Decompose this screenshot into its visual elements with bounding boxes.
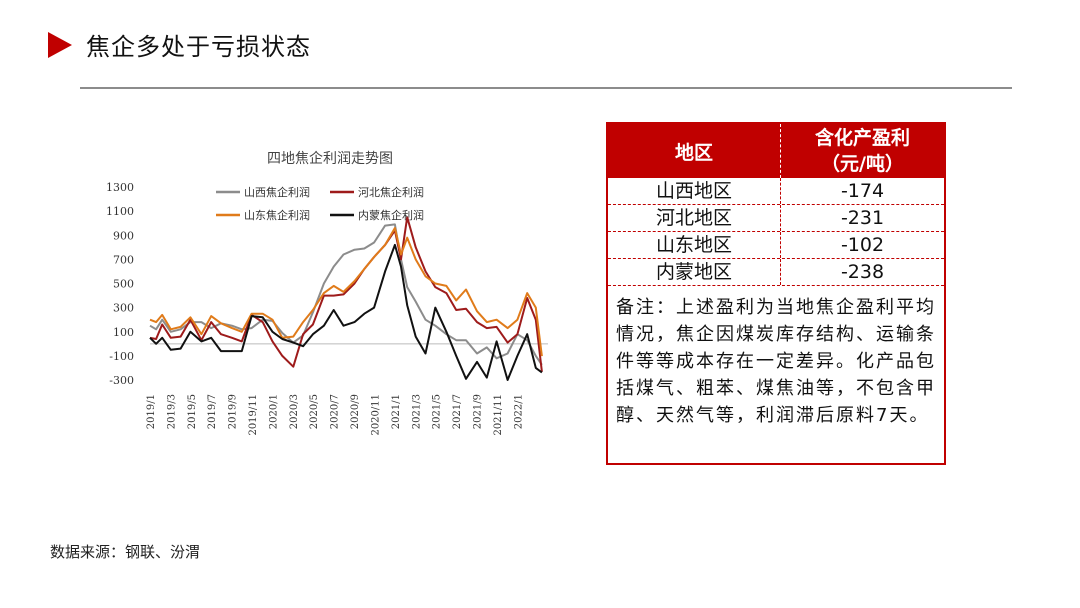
y-tick-label: -300: [109, 374, 134, 387]
row-value: -231: [840, 207, 885, 229]
row-region: 山西地区: [608, 178, 781, 204]
header-region: 地区: [608, 124, 781, 178]
x-tick-label: 2020/3: [289, 394, 300, 429]
table-row: 山西地区 -174: [608, 178, 944, 205]
x-tick-label: 2019/9: [228, 394, 239, 429]
y-tick-label: 1300: [106, 181, 134, 194]
chart-svg: 四地焦企利润走势图 1300 1100 900 700 500 300 100 -100 -30…: [106, 150, 548, 436]
title-divider: [80, 87, 1012, 89]
x-tick-label: 2020/9: [350, 394, 361, 429]
legend-label: 内蒙焦企利润: [358, 208, 424, 222]
x-tick-label: 2019/5: [187, 394, 198, 429]
page-title: 焦企多处于亏损状态: [86, 33, 311, 61]
x-tick-label: 2021/3: [411, 394, 422, 429]
y-tick-label: 700: [113, 253, 134, 266]
x-tick-label: 2021/11: [493, 394, 504, 436]
title-arrow-icon: [48, 32, 72, 58]
table-note: 备注：上述盈利为当地焦企盈利平均情况，焦企因煤炭库存结构、运输条件等等成本存在一…: [616, 297, 936, 426]
x-tick-label: 2020/5: [309, 394, 320, 429]
row-value: -174: [840, 180, 885, 202]
x-tick-label: 2021/7: [452, 394, 463, 429]
x-tick-label: 2019/11: [248, 394, 259, 436]
y-tick-label: -100: [109, 350, 134, 363]
legend-label: 山西焦企利润: [244, 185, 310, 199]
table-row: 河北地区 -231: [608, 205, 944, 232]
x-tick-label: 2019/1: [146, 394, 157, 429]
profit-table: 地区 含化产盈利 （元/吨） 山西地区 -174 河北地区 -231 山东地区 …: [606, 122, 946, 465]
table-row: 内蒙地区 -238: [608, 259, 944, 286]
x-tick-label: 2019/7: [207, 394, 218, 429]
x-tick-label: 2021/1: [391, 394, 402, 429]
table-header: 地区 含化产盈利 （元/吨）: [608, 124, 944, 178]
row-region: 河北地区: [608, 205, 781, 231]
y-tick-label: 500: [113, 278, 134, 291]
profit-line-chart: 四地焦企利润走势图 1300 1100 900 700 500 300 100 -100 -30…: [100, 135, 560, 455]
x-tick-label: 2019/3: [166, 394, 177, 429]
series-line: [149, 227, 543, 357]
x-tick-label: 2022/1: [513, 394, 524, 429]
header-profit-line2: （元/吨）: [821, 153, 904, 175]
legend-label: 河北焦企利润: [358, 185, 424, 199]
x-tick-label: 2021/9: [473, 394, 484, 429]
table-row: 山东地区 -102: [608, 232, 944, 259]
x-tick-label: 2020/11: [370, 394, 381, 436]
legend-label: 山东焦企利润: [244, 208, 310, 222]
chart-title: 四地焦企利润走势图: [267, 150, 393, 167]
series-line: [149, 243, 543, 381]
y-tick-label: 900: [113, 229, 134, 242]
x-tick-label: 2021/5: [432, 394, 443, 429]
header-profit: 含化产盈利 （元/吨）: [781, 124, 944, 178]
row-region: 山东地区: [608, 232, 781, 258]
y-tick-label: 1100: [106, 205, 134, 218]
data-source: 数据来源：钢联、汾渭: [50, 543, 201, 561]
row-value: -238: [840, 261, 885, 283]
y-tick-label: 300: [113, 302, 134, 315]
header-profit-line1: 含化产盈利: [814, 127, 910, 149]
series-line: [149, 216, 543, 372]
x-tick-label: 2020/7: [330, 394, 341, 429]
row-value: -102: [840, 234, 885, 256]
x-tick-label: 2020/1: [268, 394, 279, 429]
row-region: 内蒙地区: [608, 259, 781, 285]
y-tick-label: 100: [113, 326, 134, 339]
